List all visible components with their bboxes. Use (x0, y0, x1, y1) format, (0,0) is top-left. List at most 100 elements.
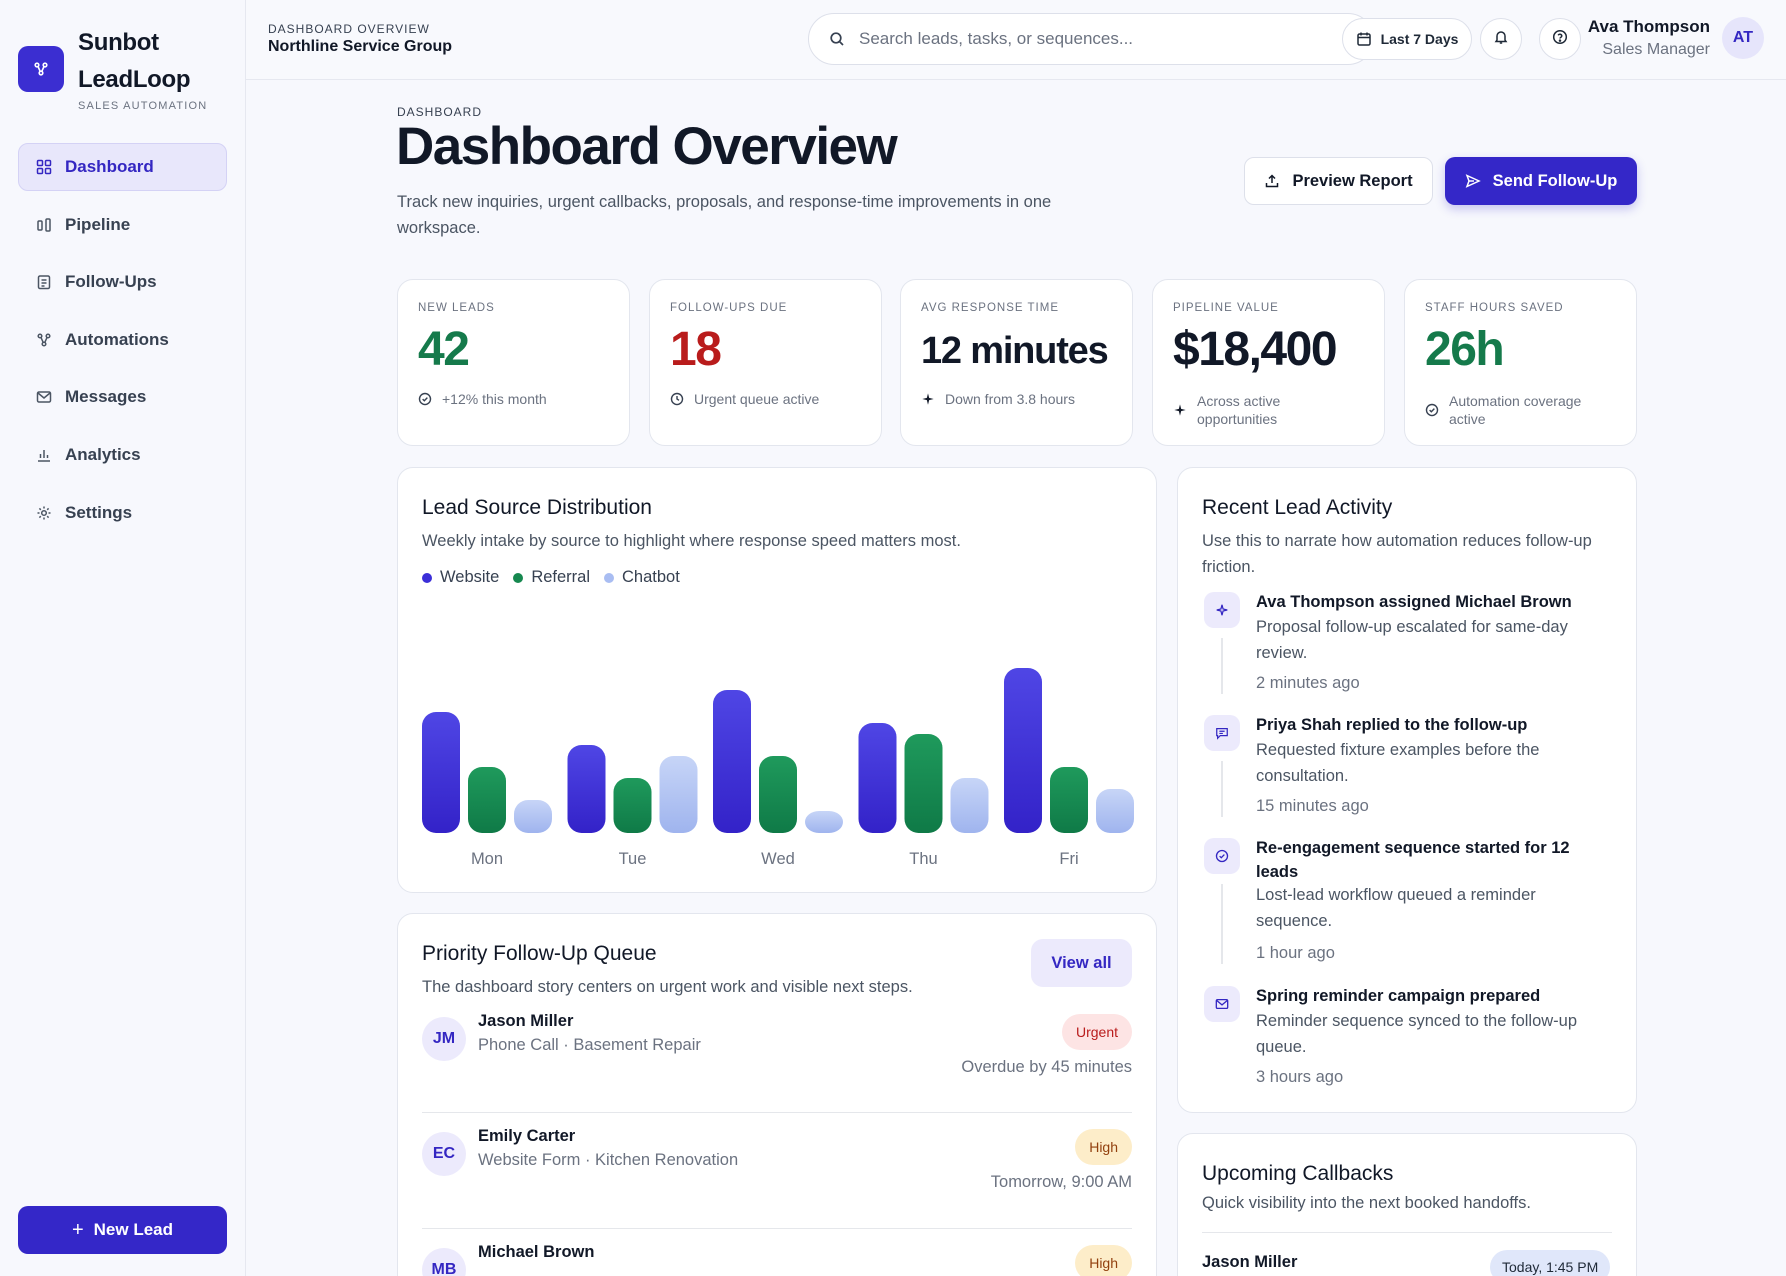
kpi-label: AVG RESPONSE TIME (921, 302, 1059, 314)
search-bar (808, 13, 1374, 65)
lead-meta: Phone Call · Basement Repair (478, 1036, 701, 1054)
kpi-footnote-text: Down from 3.8 hours (945, 391, 1075, 407)
plus-icon: + (71, 1218, 84, 1241)
bar-chatbot-thu (950, 778, 989, 833)
kpi-footnote-text: Across active opportunities (1197, 393, 1281, 427)
sidebar-item-label: Follow-Ups (65, 272, 157, 292)
preview-report-button[interactable]: Preview Report (1244, 157, 1433, 205)
avatar: MB (422, 1248, 466, 1276)
notifications-button[interactable] (1480, 18, 1522, 60)
lead-name: Emily Carter (478, 1127, 576, 1145)
lead-name: Jason Miller (478, 1012, 574, 1030)
kpi-footnote-text: Automation coverage active (1449, 393, 1582, 427)
help-button[interactable] (1539, 18, 1581, 60)
lead-source-chart: Mon Tue Wed Thu Fri (422, 668, 1134, 868)
clock-icon (670, 392, 684, 406)
bar-referral-wed (759, 756, 797, 833)
x-tick-label: Mon (471, 850, 503, 868)
date-range-label: Last 7 Days (1380, 31, 1459, 47)
legend-label: Website (440, 568, 500, 586)
legend-dot (422, 572, 432, 583)
activity-time: 15 minutes ago (1256, 797, 1369, 815)
breadcrumb-eyebrow: DASHBOARD OVERVIEW (268, 22, 430, 36)
nodes-icon (35, 331, 53, 349)
sidebar-item-label: Messages (65, 387, 147, 407)
card-subtitle: Use this to narrate how automation reduc… (1202, 532, 1592, 576)
page-eyebrow: DASHBOARD (397, 105, 483, 119)
activity-item[interactable]: Re-engagement sequence started for 12 le… (1204, 838, 1624, 968)
activity-title: Spring reminder campaign prepared (1256, 987, 1541, 1005)
callback-time-badge: Today, 1:45 PM (1490, 1250, 1611, 1276)
bar-chatbot-tue (659, 756, 698, 833)
sidebar-item-messages[interactable]: Messages (18, 373, 227, 421)
sidebar-item-dashboard[interactable]: Dashboard (18, 143, 227, 191)
bar-chart-icon (35, 446, 53, 464)
lead-name: Michael Brown (478, 1243, 595, 1261)
x-tick-label: Fri (1059, 850, 1078, 868)
divider (1202, 1232, 1612, 1233)
queue-row[interactable]: EC Emily Carter Website Form · Kitchen R… (422, 1127, 1132, 1196)
activity-description: Reminder sequence synced to the follow-u… (1256, 1012, 1578, 1056)
kpi-footnote-text: Urgent queue active (694, 391, 820, 407)
user-name: Ava Thompson (1587, 17, 1710, 36)
kpi-value: 42 (418, 323, 470, 376)
view-all-button[interactable]: View all (1031, 939, 1132, 987)
legend-dot (604, 572, 614, 583)
x-tick-label: Thu (909, 850, 937, 868)
priority-queue-card: Priority Follow-Up Queue The dashboard s… (397, 913, 1157, 1276)
sidebar-item-analytics[interactable]: Analytics (18, 431, 227, 479)
legend-label: Referral (531, 568, 590, 586)
activity-item[interactable]: Spring reminder campaign prepared Remind… (1204, 986, 1624, 1094)
sidebar-item-pipeline[interactable]: Pipeline (18, 201, 227, 249)
chat-icon (1204, 715, 1240, 751)
gear-icon (35, 504, 53, 522)
kpi-card-pipeline-value: PIPELINE VALUE $18,400 Across active opp… (1152, 279, 1385, 446)
priority-badge: Urgent (1061, 1014, 1132, 1050)
brand-tagline: SALES AUTOMATION (78, 100, 208, 112)
queue-row[interactable]: JM Jason Miller Phone Call · Basement Re… (422, 1012, 1132, 1081)
bar-website-tue (567, 745, 606, 833)
workspace-name[interactable]: Northline Service Group (268, 38, 453, 55)
new-lead-button[interactable]: + New Lead (18, 1206, 227, 1254)
activity-item[interactable]: Ava Thompson assigned Michael Brown Prop… (1204, 592, 1624, 700)
check-circle-icon (418, 392, 432, 406)
search-input[interactable] (859, 29, 1339, 49)
sidebar-item-automations[interactable]: Automations (18, 316, 227, 364)
bar-referral-thu (904, 734, 943, 833)
sparkle-icon (1204, 592, 1240, 628)
sidebar-item-follow-ups[interactable]: Follow-Ups (18, 258, 227, 306)
send-follow-up-button[interactable]: Send Follow-Up (1445, 157, 1637, 205)
x-tick-label: Tue (619, 850, 647, 868)
activity-description: Lost-lead workflow queued a reminder seq… (1256, 886, 1536, 930)
topbar: DASHBOARD OVERVIEW Northline Service Gro… (246, 0, 1786, 80)
callback-name[interactable]: Jason Miller (1202, 1253, 1298, 1271)
activity-time: 1 hour ago (1256, 944, 1335, 962)
brand[interactable]: Sunbot LeadLoop SALES AUTOMATION (18, 24, 218, 112)
date-range-button[interactable]: Last 7 Days (1342, 18, 1472, 60)
legend-label: Chatbot (622, 568, 680, 586)
help-icon (1552, 29, 1568, 50)
send-icon (1465, 173, 1481, 189)
activity-description: Proposal follow-up escalated for same-da… (1256, 618, 1568, 662)
bar-website-fri (1004, 668, 1042, 833)
x-tick-label: Wed (761, 850, 795, 868)
sidebar-item-settings[interactable]: Settings (18, 489, 227, 537)
bar-referral-tue (613, 778, 652, 833)
timeline-line (1221, 638, 1223, 694)
timeline-line (1221, 761, 1223, 817)
activity-item[interactable]: Priya Shah replied to the follow-up Requ… (1204, 715, 1624, 823)
user-role: Sales Manager (1602, 41, 1710, 58)
queue-row[interactable]: MB Michael Brown High (422, 1243, 1132, 1276)
lead-meta: Website Form · Kitchen Renovation (478, 1151, 739, 1169)
brand-name: Sunbot LeadLoop (78, 29, 191, 93)
kpi-label: FOLLOW-UPS DUE (670, 302, 788, 314)
bar-website-thu (858, 723, 897, 833)
avatar[interactable]: AT (1722, 17, 1764, 59)
kpi-value: $18,400 (1173, 323, 1338, 376)
mail-icon (35, 388, 53, 406)
grid-icon (35, 158, 53, 176)
bar-referral-fri (1050, 767, 1088, 833)
kpi-footnote: Down from 3.8 hours (921, 390, 1075, 408)
sidebar-item-label: Settings (65, 502, 133, 522)
kpi-footnote: Automation coverage active (1425, 392, 1625, 428)
